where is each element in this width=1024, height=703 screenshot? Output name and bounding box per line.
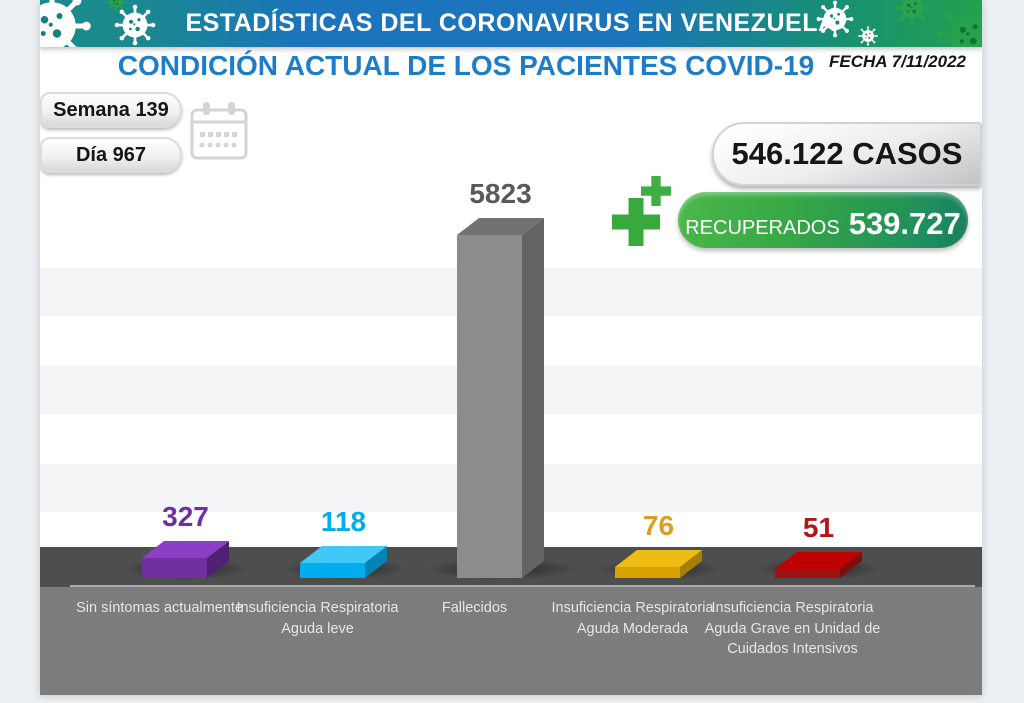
bar-value: 118	[320, 506, 367, 537]
category-label-strip	[40, 587, 982, 695]
category-label: Sin síntomas actualmente	[76, 600, 243, 616]
date-label: FECHA 7/11/2022	[828, 52, 966, 71]
bar-front	[457, 235, 522, 578]
bar-value: 5823	[469, 178, 532, 209]
bar-side	[522, 217, 544, 579]
category-label: Fallecidos	[441, 600, 508, 616]
category-label: Insuficiencia Respiratoria Aguda Grave e…	[704, 600, 881, 658]
bar-front	[775, 569, 840, 578]
cases-badge: 546.122 CASOS	[712, 122, 982, 186]
category-label: Insuficiencia Respiratoria Aguda Moderad…	[551, 600, 714, 637]
recovered-label: RECUPERADOS	[685, 217, 840, 239]
bar-value: 76	[642, 510, 675, 541]
slide: ESTADÍSTICAS DEL CORONAVIRUS EN VENEZUEL…	[40, 0, 982, 695]
plus-cross-icon	[641, 176, 671, 206]
category-label: Insuficiencia Respiratoria Aguda leve	[236, 600, 399, 637]
recovered-badge: RECUPERADOS 539.727	[678, 192, 968, 248]
calendar-icon	[190, 102, 248, 160]
plus-cross-icon	[612, 198, 660, 246]
bar-front	[142, 558, 207, 578]
recovered-value: 539.727	[848, 206, 961, 241]
platform-edge	[70, 585, 975, 587]
day-badge: Día 967	[40, 137, 182, 173]
bar-front	[615, 567, 680, 578]
banner: ESTADÍSTICAS DEL CORONAVIRUS EN VENEZUEL…	[40, 0, 982, 47]
banner-title: ESTADÍSTICAS DEL CORONAVIRUS EN VENEZUEL…	[185, 9, 837, 37]
week-badge: Semana 139	[40, 92, 182, 128]
page-title: CONDICIÓN ACTUAL DE LOS PACIENTES COVID-…	[117, 50, 815, 81]
bar-value: 51	[802, 512, 835, 543]
bar-front	[300, 563, 365, 578]
bar-value: 327	[162, 501, 209, 532]
